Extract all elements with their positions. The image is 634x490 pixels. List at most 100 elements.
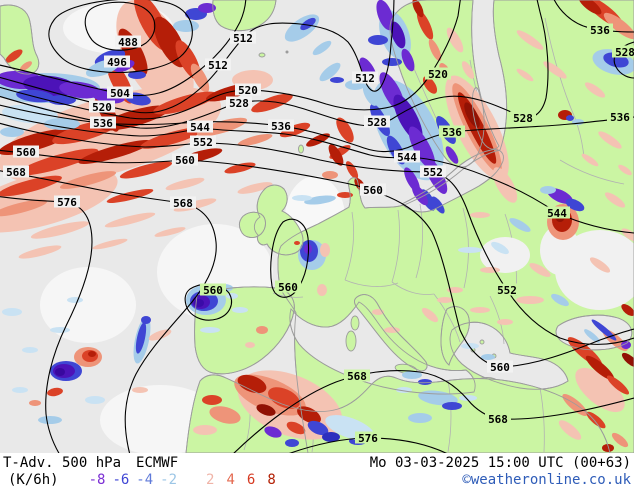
contour-label: 560 <box>278 281 298 294</box>
contour-label-bg <box>107 86 133 99</box>
contour-label-bg <box>394 150 420 163</box>
contour-label-bg <box>607 110 633 123</box>
contour-label-bg <box>612 45 634 58</box>
contour-label: 560 <box>490 361 510 374</box>
contour-label-bg <box>235 83 261 96</box>
contour-504 <box>0 0 247 97</box>
contour-label: 504 <box>110 87 130 100</box>
contour-label: 576 <box>358 432 378 445</box>
contour-label: 568 <box>347 370 367 383</box>
contour-label: 536 <box>93 117 113 130</box>
contour-488 <box>84 1 156 51</box>
contour-label: 536 <box>271 120 291 133</box>
color-legend: -8 -6 -4 -2 2 4 6 8 <box>89 472 288 488</box>
contour-label: 560 <box>175 154 195 167</box>
contour-label: 528 <box>367 116 387 129</box>
contour-label: 528 <box>513 112 533 125</box>
contour-536 <box>0 104 634 153</box>
contour-label: 536 <box>442 126 462 139</box>
contour-label-bg <box>355 431 381 444</box>
model-name: ECMWF <box>136 455 179 471</box>
contour-label: 560 <box>16 146 36 159</box>
contour-568-south <box>233 370 634 453</box>
contour-label-bg <box>425 67 451 80</box>
contour-label-bg <box>90 116 116 129</box>
contour-label-bg <box>364 115 390 128</box>
footer-bar: T-Adv. 500 hPa ECMWF Mo 03-03-2025 15:00… <box>0 453 634 490</box>
parameter-title: T-Adv. 500 hPa <box>3 455 122 471</box>
contour-label-bg <box>170 196 196 209</box>
contour-label-bg <box>89 100 115 113</box>
contour-label-bg <box>230 31 256 44</box>
legend-value-6: 6 <box>246 472 256 488</box>
legend-value--2: -2 <box>160 472 178 488</box>
contour-label-bg <box>344 369 370 382</box>
contour-544 <box>0 113 634 234</box>
contour-label: 528 <box>229 97 249 110</box>
contour-label: 576 <box>57 196 77 209</box>
contour-label-bg <box>268 119 294 132</box>
contour-label-bg <box>420 165 446 178</box>
contour-label: 512 <box>208 59 228 72</box>
contour-label-bg <box>510 111 536 124</box>
contour-568-west <box>0 170 217 453</box>
contour-label-bg <box>275 280 301 293</box>
contour-label: 552 <box>423 166 443 179</box>
contour-label: 544 <box>397 151 417 164</box>
legend-value--6: -6 <box>112 472 130 488</box>
contour-label-bg <box>226 96 252 109</box>
contour-label: 536 <box>590 24 610 37</box>
contour-label: 568 <box>6 166 26 179</box>
contour-label: 536 <box>610 111 630 124</box>
contour-label-bg <box>494 283 520 296</box>
legend-value--8: -8 <box>88 472 106 488</box>
contour-label-bg <box>205 58 231 71</box>
contour-label-bg <box>352 71 378 84</box>
contour-label: 544 <box>547 207 567 220</box>
contour-label-bg <box>544 206 570 219</box>
sardinia-island <box>345 330 357 352</box>
contour-label-bg <box>487 360 513 373</box>
contour-label: 520 <box>92 101 112 114</box>
contour-label: 544 <box>190 121 210 134</box>
contour-label: 560 <box>203 284 223 297</box>
contour-496 <box>48 0 193 74</box>
contour-label-bg <box>54 195 80 208</box>
contour-label: 552 <box>497 284 517 297</box>
copyright-link[interactable]: ©weatheronline.co.uk <box>462 472 631 488</box>
contour-label-bg <box>13 145 39 158</box>
contour-512 <box>0 0 395 114</box>
contour-label: 520 <box>238 84 258 97</box>
contour-label: 528 <box>615 46 634 59</box>
faroe-islands <box>258 52 266 58</box>
contour-label-bg <box>172 153 198 166</box>
contour-label: 520 <box>428 68 448 81</box>
contour-label: 568 <box>488 413 508 426</box>
contour-label-bg <box>3 165 29 178</box>
legend-value--4: -4 <box>136 472 154 488</box>
legend-value-4: 4 <box>226 472 235 488</box>
contour-label-bg <box>587 23 613 36</box>
corsica-island <box>350 315 360 331</box>
contour-label-bg <box>200 283 226 296</box>
contour-label: 560 <box>363 184 383 197</box>
contour-label: 496 <box>107 56 127 69</box>
contour-552 <box>0 122 634 345</box>
legend-value-2: 2 <box>206 472 215 488</box>
contour-label: 512 <box>355 72 375 85</box>
coastline-overlay <box>0 0 634 453</box>
weather-map: 488 496 504 512 512 512 520 520 520 528 528 528 528 5… <box>0 0 634 453</box>
contour-label-bg <box>439 125 465 138</box>
valid-datetime: Mo 03-03-2025 15:00 UTC (00+63) <box>369 455 631 471</box>
contour-label: 512 <box>233 32 253 45</box>
contour-label: 488 <box>118 36 138 49</box>
contour-labels: 4884965045125125125205205205285285285285… <box>3 23 634 445</box>
legend-value-8: 8 <box>267 472 276 488</box>
contour-560 <box>0 149 634 368</box>
contour-label-bg <box>104 55 130 68</box>
contour-label-bg <box>115 35 141 48</box>
contour-label-bg <box>190 135 216 148</box>
contour-label-bg <box>187 120 213 133</box>
shetland-islands <box>298 144 304 154</box>
